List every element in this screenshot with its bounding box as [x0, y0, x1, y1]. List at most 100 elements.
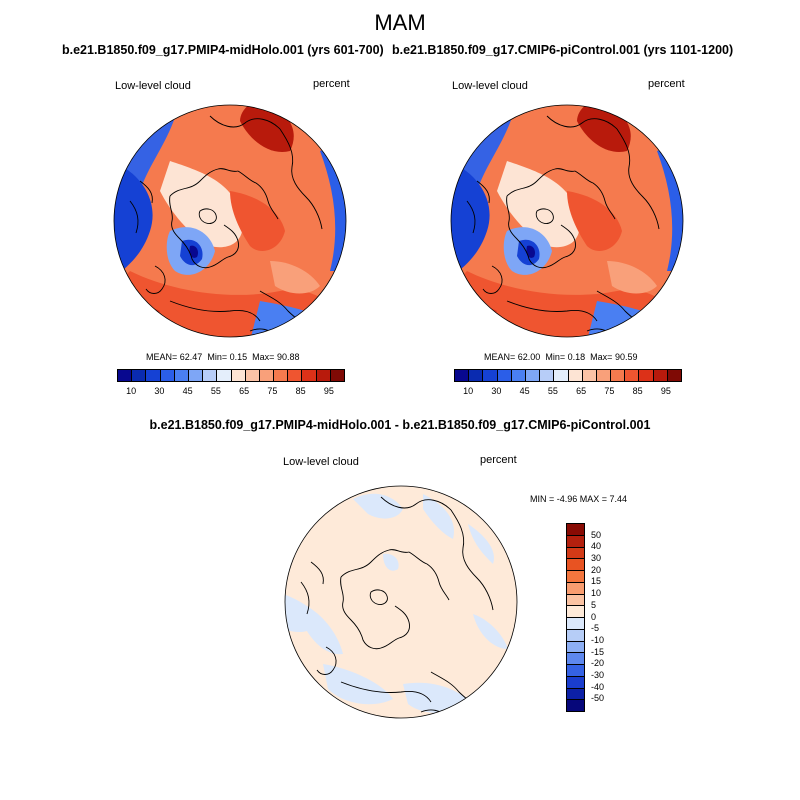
- left-colorbar-swatch: [188, 370, 204, 381]
- diff-colorbar-swatch: [567, 582, 584, 595]
- left-min-value: 0.15: [229, 352, 248, 362]
- left-colorbar-tick-label: 45: [182, 386, 193, 396]
- diff-polar-map: [284, 485, 518, 719]
- left-max-value: 90.88: [276, 352, 300, 362]
- left-colorbar-swatch: [231, 370, 246, 381]
- diff-colorbar-tick-label: -20: [591, 658, 605, 669]
- diff-panel-subtitle: b.e21.B1850.f09_g17.PMIP4-midHolo.001 - …: [149, 418, 651, 432]
- left-colorbar-tick-label: 10: [126, 386, 137, 396]
- right-colorbar-swatch: [611, 370, 626, 381]
- right-colorbar-swatch: [455, 370, 470, 381]
- left-panel-subtitle: b.e21.B1850.f09_g17.PMIP4-midHolo.001 (y…: [62, 43, 384, 57]
- right-colorbar-tick-label: 30: [491, 386, 502, 396]
- left-colorbar-swatch: [203, 370, 218, 381]
- diff-colorbar: [566, 523, 585, 712]
- figure-title: MAM: [374, 10, 426, 35]
- right-colorbar-swatch: [483, 370, 498, 381]
- diff-colorbar-tick-label: 20: [591, 564, 602, 575]
- left-colorbar-tick-label: 75: [267, 386, 278, 396]
- left-colorbar-tick-label: 95: [323, 386, 334, 396]
- right-colorbar-ticks: 10 30 45 55 65 75 85 95: [454, 386, 680, 398]
- diff-colorbar-swatch: [567, 676, 584, 689]
- right-variable-label: Low-level cloud: [452, 80, 528, 92]
- diff-colorbar-tick-label: -50: [591, 693, 605, 704]
- diff-variable-label: Low-level cloud: [283, 456, 359, 468]
- left-max-label: Max=: [252, 352, 275, 362]
- left-colorbar-ticks: 10 30 45 55 65 75 85 95: [117, 386, 343, 398]
- diff-colorbar-ticks: 50 40 30 20 15 10 5 0 -5 -10 -15 -20 -30 -40 -50: [591, 523, 621, 710]
- left-colorbar-swatch: [274, 370, 289, 381]
- right-colorbar-tick-label: 55: [547, 386, 558, 396]
- right-panel-subtitle: b.e21.B1850.f09_g17.CMIP6-piControl.001 …: [392, 43, 734, 57]
- left-colorbar: [117, 369, 345, 382]
- right-colorbar-swatch: [554, 370, 569, 381]
- diff-colorbar-swatch: [567, 594, 584, 607]
- right-polar-map: [450, 104, 684, 338]
- left-colorbar-swatch: [245, 370, 260, 381]
- left-colorbar-swatch: [146, 370, 161, 381]
- diff-colorbar-swatch: [567, 524, 584, 536]
- diff-colorbar-swatch: [567, 629, 584, 642]
- right-mean-value: 62.00: [517, 352, 541, 362]
- left-min-label: Min=: [207, 352, 228, 362]
- right-colorbar-tick-label: 85: [632, 386, 643, 396]
- right-min-label: Min=: [545, 352, 566, 362]
- right-colorbar-swatch: [525, 370, 541, 381]
- left-units-label: percent: [313, 78, 350, 90]
- diff-colorbar-swatch: [567, 688, 584, 701]
- diff-colorbar-tick-label: 50: [591, 529, 602, 540]
- diff-colorbar-swatch: [567, 535, 584, 548]
- left-colorbar-swatch: [288, 370, 303, 381]
- diff-units-label: percent: [480, 454, 517, 466]
- left-colorbar-swatch: [302, 370, 317, 381]
- diff-colorbar-swatch: [567, 665, 584, 677]
- right-colorbar-tick-label: 10: [463, 386, 474, 396]
- left-colorbar-swatch: [160, 370, 175, 381]
- left-colorbar-swatch: [259, 370, 275, 381]
- diff-colorbar-tick-label: -5: [591, 623, 600, 634]
- left-colorbar-swatch: [174, 370, 189, 381]
- right-units-label: percent: [648, 78, 685, 90]
- right-colorbar-swatch: [568, 370, 583, 381]
- right-mean-label: MEAN=: [484, 352, 516, 362]
- diff-colorbar-swatch: [567, 571, 584, 583]
- right-colorbar-swatch: [625, 370, 640, 381]
- right-colorbar-tick-label: 95: [660, 386, 671, 396]
- diff-colorbar-tick-label: 10: [591, 588, 602, 599]
- diff-stats: MIN = -4.96 MAX = 7.44: [530, 494, 628, 504]
- left-colorbar-tick-label: 65: [239, 386, 250, 396]
- diff-colorbar-swatch: [567, 700, 584, 711]
- left-colorbar-tick-label: 85: [295, 386, 306, 396]
- right-colorbar-tick-label: 75: [604, 386, 615, 396]
- right-stats: MEAN= 62.00 Min= 0.18 Max= 90.59: [484, 352, 637, 362]
- left-polar-map: [113, 104, 347, 338]
- right-colorbar-swatch: [667, 370, 681, 381]
- left-mean-value: 62.47: [179, 352, 203, 362]
- left-colorbar-swatch: [118, 370, 133, 381]
- left-variable-label: Low-level cloud: [115, 80, 191, 92]
- right-colorbar: [454, 369, 682, 382]
- diff-colorbar-tick-label: -40: [591, 681, 605, 692]
- diff-colorbar-tick-label: -10: [591, 634, 605, 645]
- right-colorbar-swatch: [469, 370, 484, 381]
- right-colorbar-tick-label: 45: [519, 386, 530, 396]
- right-colorbar-swatch: [653, 370, 668, 381]
- diff-colorbar-swatch: [567, 559, 584, 571]
- diff-colorbar-swatch: [567, 653, 584, 665]
- diff-colorbar-tick-label: 0: [591, 611, 597, 622]
- right-max-value: 90.59: [614, 352, 638, 362]
- right-colorbar-swatch: [540, 370, 555, 381]
- left-colorbar-tick-label: 55: [210, 386, 221, 396]
- left-colorbar-swatch: [217, 370, 232, 381]
- diff-colorbar-tick-label: -30: [591, 669, 605, 680]
- diff-colorbar-tick-label: 15: [591, 576, 602, 587]
- right-colorbar-swatch: [596, 370, 612, 381]
- left-colorbar-swatch: [316, 370, 331, 381]
- right-colorbar-swatch: [497, 370, 512, 381]
- diff-colorbar-swatch: [567, 618, 584, 630]
- diff-colorbar-tick-label: -15: [591, 646, 605, 657]
- right-colorbar-tick-label: 65: [576, 386, 587, 396]
- left-colorbar-swatch: [330, 370, 344, 381]
- diff-colorbar-tick-label: 30: [591, 553, 602, 564]
- right-min-value: 0.18: [567, 352, 586, 362]
